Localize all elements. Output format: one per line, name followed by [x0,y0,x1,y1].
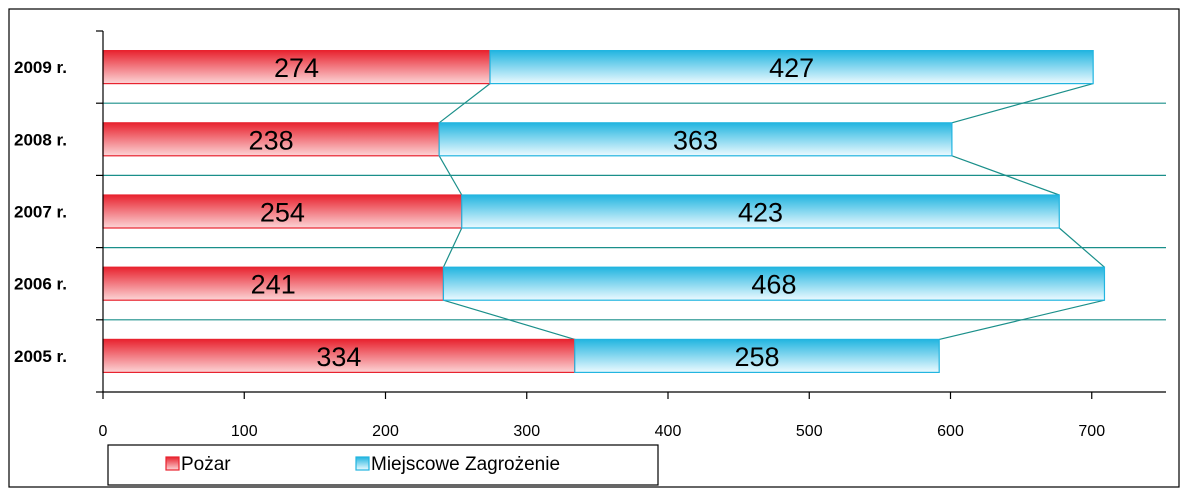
bar-miejscowe-zagrozenie [442,266,1106,301]
x-tick-label: 200 [372,423,399,440]
value-label: 334 [316,342,361,372]
series-line-miejscowe [951,83,1094,124]
x-tick-label: 300 [513,423,540,440]
value-label: 258 [734,342,779,372]
bar-pozar [102,122,440,157]
bar-miejscowe-zagrozenie [461,194,1060,229]
x-tick-label: 500 [796,423,823,440]
legend-label: Pożar [181,454,231,475]
bar-pozar [102,266,445,301]
x-tick-label: 600 [937,423,964,440]
legend-label: Miejscowe Zagrożenie [371,454,560,475]
value-label: 241 [251,270,296,300]
bar-miejscowe-zagrozenie [438,122,953,157]
grid-lines [103,102,1166,321]
value-label: 468 [751,270,796,300]
x-tick-label: 100 [231,423,258,440]
value-label: 274 [274,53,319,83]
value-label: 423 [738,198,783,228]
value-label: 238 [249,125,294,155]
bar-miejscowe-zagrozenie [489,49,1094,85]
bar-pozar [102,49,491,85]
category-label: 2009 r. [14,58,67,77]
category-label: 2005 r. [14,347,67,366]
x-tick-label: 400 [655,423,682,440]
chart-area-border [8,8,1180,488]
legend-box [107,444,659,486]
value-labels: 334 258 241 468 254 423 238 363 274 427 [249,53,815,372]
bars [102,49,1106,373]
axes: 2005 r. 2006 r. 2007 r. 2008 r. 2009 r. 0 100 2… [14,30,1166,440]
series-line-pozar [443,299,575,340]
value-label: 363 [673,125,718,155]
x-tick-label: 0 [99,423,108,440]
legend: Pożar Miejscowe Zagrożenie [107,444,659,486]
series-line-miejscowe [939,299,1105,340]
series-line-miejscowe [1058,227,1105,268]
bar-pozar [102,194,463,229]
bar-miejscowe-zagrozenie [574,338,940,373]
series-line-pozar [438,83,491,124]
legend-swatch [355,456,370,471]
category-label: 2008 r. [14,130,67,149]
series-line-pozar [442,227,463,268]
category-label: 2007 r. [14,203,67,222]
legend-swatch [165,456,180,471]
series-line-miejscowe [951,155,1060,196]
series-line-pozar [438,155,463,196]
x-tick-label: 700 [1078,423,1105,440]
series-lines [438,83,1105,340]
value-label: 254 [260,198,305,228]
value-label: 427 [769,53,814,83]
category-label: 2006 r. [14,275,67,294]
